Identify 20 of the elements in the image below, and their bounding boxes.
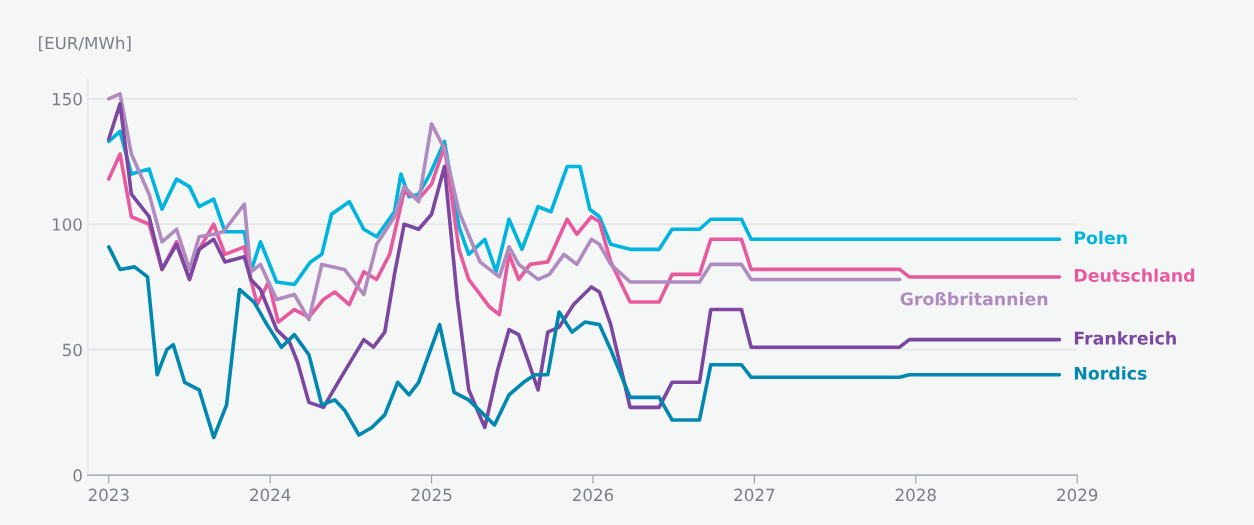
x-tick-label: 2027 (734, 488, 775, 502)
x-tick-label: 2024 (250, 488, 291, 502)
line-series (106, 102, 1062, 430)
line-series (106, 245, 1062, 440)
series-label: Frankreich (1074, 331, 1176, 345)
y-tick-label: 0 (73, 469, 82, 482)
y-tick-label: 100 (52, 218, 82, 231)
x-tick-label: 2025 (411, 488, 452, 502)
y-tick-label: 150 (52, 92, 82, 106)
series-label: Großbritannien (900, 291, 1048, 306)
series-label: Nordics (1074, 366, 1147, 380)
x-tick-label: 2026 (572, 488, 614, 502)
line-series (106, 91, 902, 322)
x-tick-label: 2023 (88, 488, 129, 502)
x-tick-label: 2029 (1057, 488, 1098, 502)
series-label: Polen (1074, 230, 1127, 245)
x-tick-label: 2028 (895, 488, 936, 502)
y-tick-label: 50 (63, 343, 82, 357)
y-axis-title: [EUR/MWh] (39, 36, 131, 52)
series-label: Deutschland (1074, 268, 1195, 282)
